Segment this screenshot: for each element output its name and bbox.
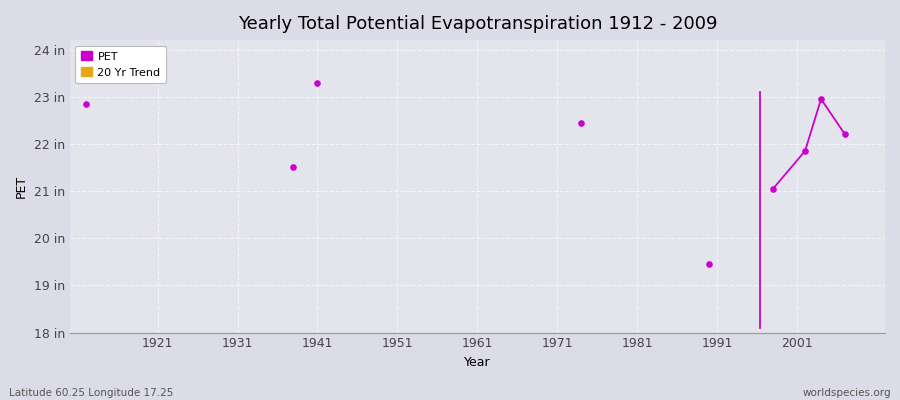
PET [766,186,780,192]
PET [702,261,716,267]
PET [286,164,301,171]
PET [814,96,828,102]
Text: worldspecies.org: worldspecies.org [803,388,891,398]
Text: Latitude 60.25 Longitude 17.25: Latitude 60.25 Longitude 17.25 [9,388,174,398]
PET [574,120,589,126]
X-axis label: Year: Year [464,356,491,369]
Y-axis label: PET: PET [15,175,28,198]
PET [798,148,813,154]
Legend: PET, 20 Yr Trend: PET, 20 Yr Trend [76,46,166,83]
PET [78,100,93,107]
Title: Yearly Total Potential Evapotranspiration 1912 - 2009: Yearly Total Potential Evapotranspiratio… [238,15,717,33]
PET [838,131,852,138]
PET [310,79,325,86]
